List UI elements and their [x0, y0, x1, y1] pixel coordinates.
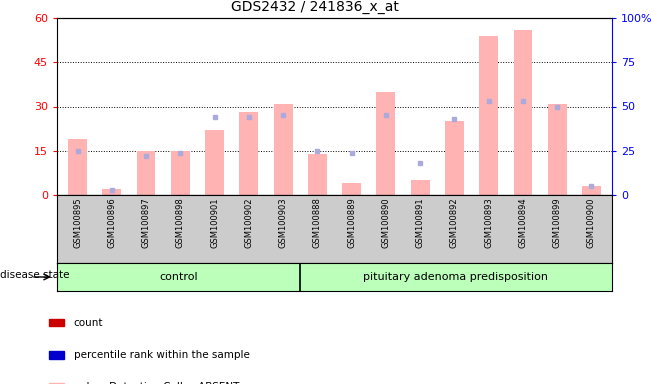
Text: GSM100893: GSM100893	[484, 197, 493, 248]
Text: GSM100891: GSM100891	[415, 197, 424, 248]
Text: control: control	[159, 272, 198, 282]
Bar	[171, 151, 189, 195]
Text: value, Detection Call = ABSENT: value, Detection Call = ABSENT	[74, 382, 239, 384]
Text: GSM100902: GSM100902	[244, 197, 253, 248]
Text: GSM100889: GSM100889	[347, 197, 356, 248]
Text: GDS2432 / 241836_x_at: GDS2432 / 241836_x_at	[231, 0, 399, 14]
Bar	[514, 30, 533, 195]
Text: percentile rank within the sample: percentile rank within the sample	[74, 350, 249, 360]
Text: GSM100890: GSM100890	[381, 197, 391, 248]
Bar	[547, 104, 566, 195]
Text: GSM100896: GSM100896	[107, 197, 117, 248]
Bar	[49, 319, 64, 326]
Bar	[582, 186, 601, 195]
Bar	[205, 130, 224, 195]
Bar	[411, 180, 430, 195]
Text: GSM100901: GSM100901	[210, 197, 219, 248]
Text: GSM100894: GSM100894	[518, 197, 527, 248]
Bar	[479, 36, 498, 195]
Text: GSM100895: GSM100895	[73, 197, 82, 248]
Bar	[308, 154, 327, 195]
Bar	[102, 189, 121, 195]
Bar	[49, 351, 64, 359]
Text: GSM100888: GSM100888	[313, 197, 322, 248]
Bar	[137, 151, 156, 195]
Text: pituitary adenoma predisposition: pituitary adenoma predisposition	[363, 272, 548, 282]
Bar	[240, 113, 258, 195]
Text: GSM100897: GSM100897	[141, 197, 150, 248]
Bar	[376, 92, 395, 195]
Text: GSM100898: GSM100898	[176, 197, 185, 248]
Bar	[68, 139, 87, 195]
Text: GSM100903: GSM100903	[279, 197, 288, 248]
Text: GSM100900: GSM100900	[587, 197, 596, 248]
Bar	[342, 183, 361, 195]
Bar	[273, 104, 292, 195]
Text: count: count	[74, 318, 103, 328]
Text: GSM100899: GSM100899	[553, 197, 562, 248]
Bar	[445, 121, 464, 195]
Text: disease state: disease state	[0, 270, 70, 280]
Text: GSM100892: GSM100892	[450, 197, 459, 248]
